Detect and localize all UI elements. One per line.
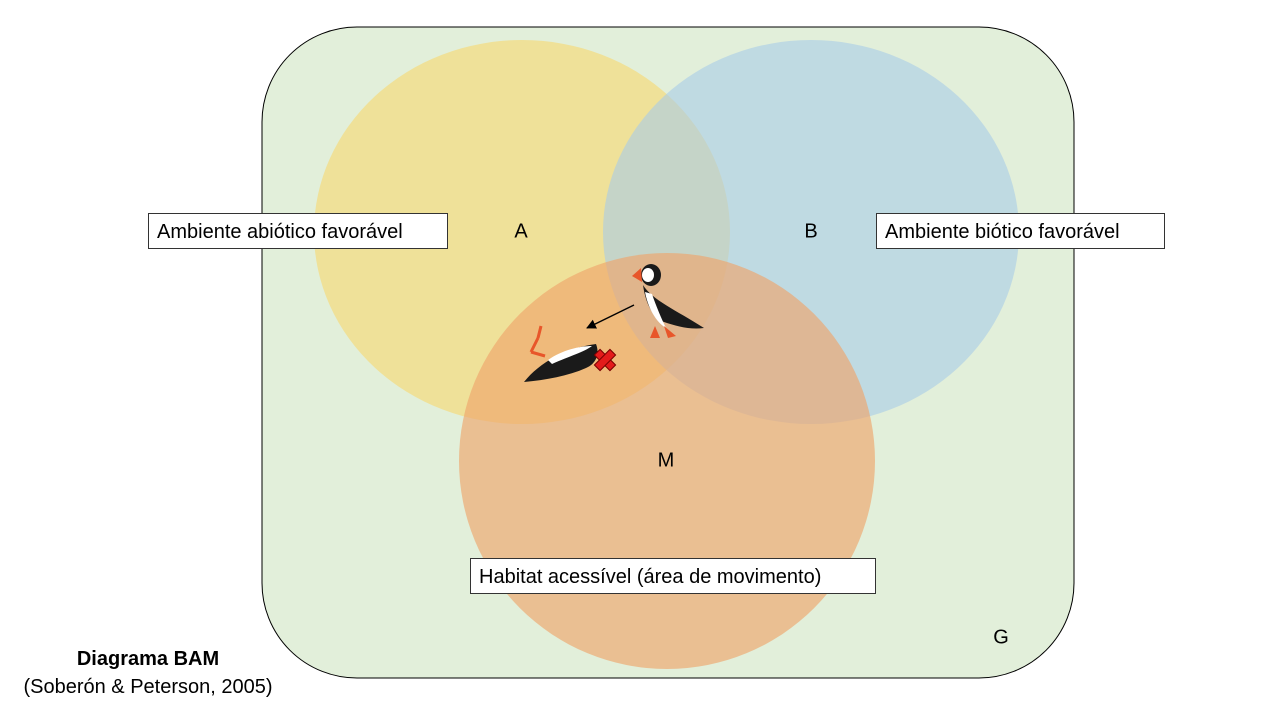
set-b-letter: B (804, 220, 818, 243)
caption-title: Diagrama BAM (76, 648, 220, 670)
red-x-icon (593, 348, 617, 372)
arrow-icon (586, 304, 635, 329)
set-m-letter: M (657, 449, 675, 472)
caption-citation: (Soberón & Peterson, 2005) (23, 676, 273, 698)
biotic-label: Ambiente biótico favorável (876, 213, 1165, 249)
set-g-letter: G (993, 626, 1009, 649)
habitat-label: Habitat acessível (área de movimento) (470, 558, 876, 594)
puffin-standing-icon (632, 264, 704, 338)
puffin-fallen-icon (524, 325, 598, 382)
set-a-letter: A (514, 220, 528, 243)
abiotic-label: Ambiente abiótico favorável (148, 213, 448, 249)
